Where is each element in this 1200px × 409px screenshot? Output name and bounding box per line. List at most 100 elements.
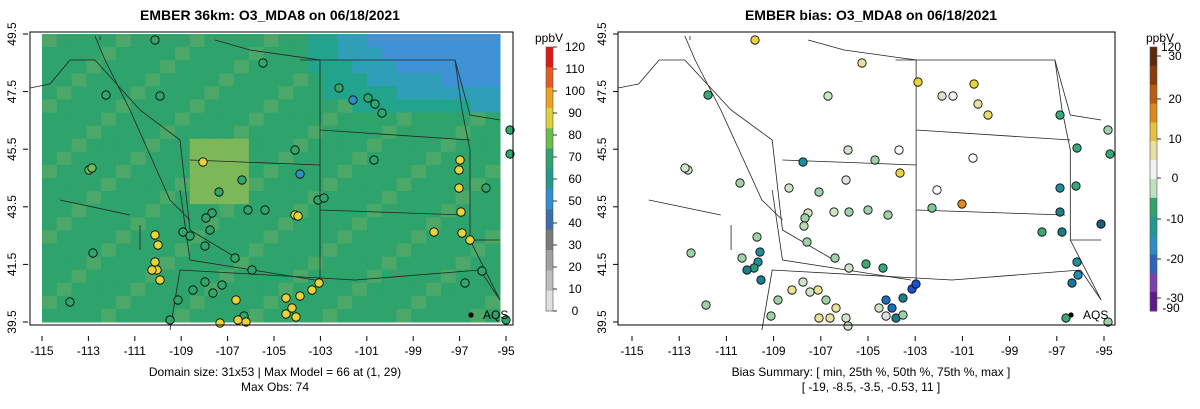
model-grid-cell [204,60,220,74]
model-grid-cell [352,256,368,271]
colorbar-segment [546,107,553,129]
model-grid-cell [263,47,279,61]
model-grid-cell [455,60,471,74]
monitor-station-marker [369,155,379,165]
monitor-station-marker [756,275,766,285]
monitor-station-marker [230,253,240,263]
y-tick-label: 39.5 [595,310,609,334]
monitor-station-marker [505,149,515,159]
model-grid-cell [293,178,309,192]
y-tick-label: 41.5 [5,252,19,276]
model-grid-cell [381,230,398,244]
monitor-station-marker [465,235,475,245]
model-grid-cell [115,60,132,74]
model-grid-cell [485,269,501,284]
monitor-station-marker [735,178,745,188]
model-grid-cell [278,86,294,100]
model-grid-cell [352,191,368,205]
model-grid-cell [278,164,294,179]
monitor-station-marker [927,203,937,213]
model-grid-cell [381,191,398,205]
right-stations [680,35,1115,331]
model-grid-cell [440,204,457,218]
model-grid-cell [160,47,176,61]
model-grid-cell [307,112,324,127]
model-grid-cell [160,295,176,310]
model-grid-cell [307,243,324,258]
model-grid-cell [56,178,73,192]
model-grid-cell [189,191,206,205]
model-grid-cell [396,138,412,153]
model-grid-cell [426,34,442,48]
model-grid-cell [115,269,132,284]
model-grid-cell [219,191,235,205]
model-grid-cell [189,112,206,127]
model-grid-cell [485,86,501,100]
model-grid-cell [219,47,235,61]
model-grid-cell [160,178,176,192]
model-grid-cell [278,191,294,205]
colorbar-segment [546,67,553,89]
model-grid-cell [455,295,471,310]
model-grid-cell [440,295,457,310]
model-grid-cell [42,217,58,231]
model-grid-cell [411,191,427,205]
model-grid-cell [101,138,117,153]
model-grid-cell [263,151,279,166]
monitor-station-marker [456,207,466,217]
monitor-station-marker [932,185,942,195]
model-grid-cell [293,256,309,271]
model-grid-cell [485,125,501,140]
model-grid-cell [248,125,265,140]
model-grid-cell [130,34,146,48]
monitor-station-marker [363,93,373,103]
model-grid-cell [322,230,338,244]
model-grid-cell [86,73,102,87]
model-grid-cell [248,295,265,310]
model-grid-cell [101,99,117,114]
model-grid-cell [293,217,309,231]
model-grid-cell [86,34,102,48]
left-aqs-legend: AQS [468,308,508,322]
model-grid-cell [174,60,191,74]
model-grid-cell [381,112,398,127]
model-grid-cell [86,295,102,310]
right-y-axis: 39.5 41.5 43.5 45.5 47.5 49.5 [595,22,618,334]
model-grid-cell [307,178,324,192]
model-grid-cell [367,191,383,205]
model-grid-cell [204,73,220,87]
model-grid-cell [101,125,117,140]
model-grid-cell [307,230,324,244]
model-grid-cell [396,125,412,140]
model-grid-cell [278,112,294,127]
monitor-station-marker [243,205,253,215]
model-grid-cell [426,178,442,192]
model-grid-cell [367,138,383,153]
model-grid-cell [234,151,250,166]
model-grid-cell [160,60,176,74]
model-grid-cell [337,73,353,87]
model-grid-cell [145,60,161,74]
model-grid-cell [234,282,250,297]
model-grid-cell [293,269,309,284]
model-grid-cell [352,243,368,258]
model-grid-cell [278,60,294,74]
monitor-station-marker [802,237,812,247]
model-grid-cell [455,256,471,271]
model-grid-cell [189,217,206,231]
model-grid-cell [263,217,279,231]
model-grid-cell [322,295,338,310]
model-grid-cell [145,164,161,179]
monitor-station-marker [454,165,464,175]
left-state-borders [29,35,501,331]
model-grid-cell [248,151,265,166]
model-grid-cell [426,99,442,114]
model-grid-cell [307,60,324,74]
model-grid-cell [42,112,58,127]
model-grid-cell [160,99,176,114]
model-grid-cell [248,217,265,231]
colorbar-segment [546,87,553,109]
model-grid-cell [352,269,368,284]
model-grid-cell [234,164,250,179]
colorbar-segment [546,148,553,170]
